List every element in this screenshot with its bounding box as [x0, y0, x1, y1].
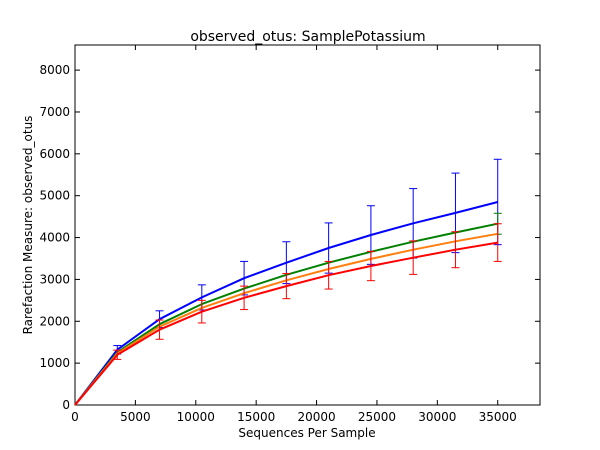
series-line — [74, 241, 498, 406]
y-tick-label: 7000 — [39, 105, 70, 119]
y-tick-label: 3000 — [39, 272, 70, 286]
x-tick-label: 15000 — [237, 410, 275, 424]
series-1 — [74, 158, 502, 406]
y-tick-label: 0 — [62, 398, 70, 412]
series-line — [74, 201, 498, 406]
y-tick-label: 5000 — [39, 189, 70, 203]
x-tick-label: 0 — [71, 410, 79, 424]
axis-ticks: 0 5000 10000 15000 20000 25000 30000 35000 0 1000… — [39, 45, 540, 424]
x-tick-label: 35000 — [479, 410, 517, 424]
x-tick-label: 5000 — [120, 410, 151, 424]
plot-frame — [74, 44, 541, 406]
y-tick-label: 6000 — [39, 147, 70, 161]
y-tick-label: 1000 — [39, 356, 70, 370]
x-tick-label: 20000 — [297, 410, 335, 424]
y-tick-label: 4000 — [39, 231, 70, 245]
x-tick-label: 30000 — [418, 410, 456, 424]
x-axis-label: Sequences Per Sample — [238, 426, 375, 440]
series-layer — [74, 158, 502, 406]
y-axis-label: Rarefaction Measure: observed_otus — [21, 116, 35, 335]
x-tick-label: 10000 — [177, 410, 215, 424]
y-tick-label: 8000 — [39, 63, 70, 77]
chart-title: observed_otus: SamplePotassium — [190, 29, 425, 45]
x-tick-label: 25000 — [358, 410, 396, 424]
series-4 — [74, 223, 502, 406]
y-tick-label: 2000 — [39, 314, 70, 328]
